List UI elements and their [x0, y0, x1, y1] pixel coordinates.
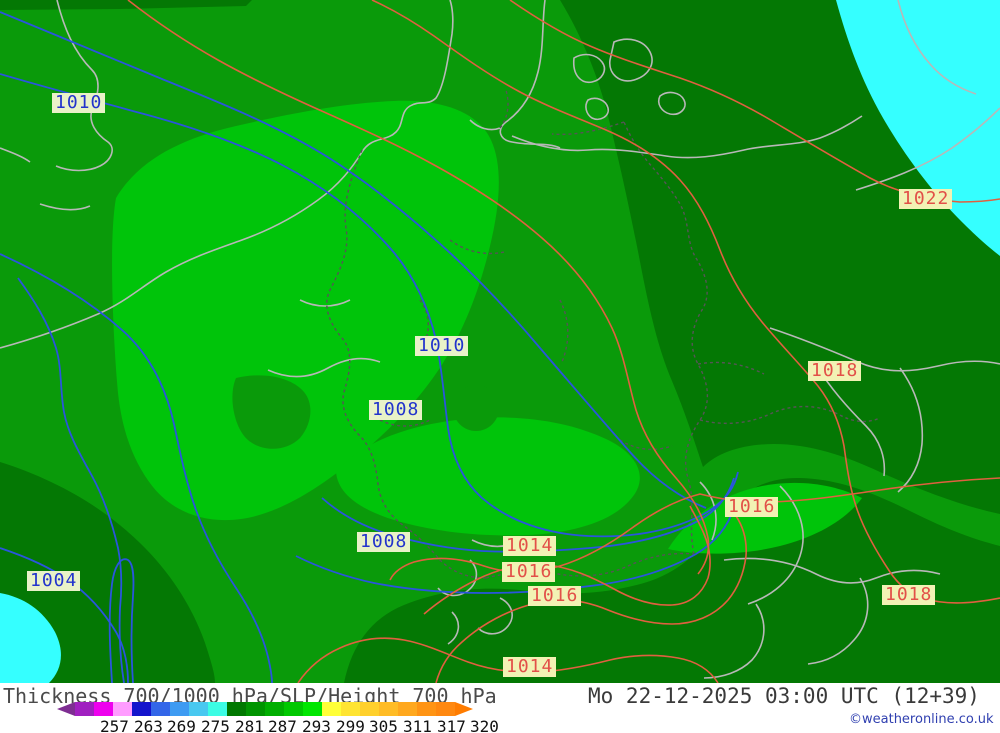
pressure-label: 1018	[882, 585, 936, 605]
legend-tick: 305	[369, 717, 398, 733]
pressure-label: 1010	[52, 93, 106, 113]
weather-map-svg	[0, 0, 1000, 683]
legend-tick: 257	[100, 717, 129, 733]
pressure-label: 1014	[503, 536, 557, 556]
sea-fill	[0, 0, 1000, 683]
legend-color-cell	[170, 702, 189, 716]
legend-tick: 299	[336, 717, 365, 733]
legend-arrow-left	[57, 702, 75, 716]
legend-color-cell	[303, 702, 322, 716]
legend-color-cell	[246, 702, 265, 716]
legend-tick: 317	[437, 717, 466, 733]
legend-color-cell	[265, 702, 284, 716]
footer-bar: Thickness 700/1000 hPa/SLP/Height 700 hP…	[0, 683, 1000, 733]
pressure-label: 1016	[502, 562, 556, 582]
pressure-label: 1004	[27, 571, 81, 591]
coastline-layer	[0, 0, 1000, 679]
legend-tick: 311	[403, 717, 432, 733]
legend-tick: 275	[201, 717, 230, 733]
pressure-label: 1016	[725, 497, 779, 517]
legend-color-cell	[113, 702, 132, 716]
legend-color-cell	[417, 702, 436, 716]
pressure-label: 1018	[808, 361, 862, 381]
legend-color-cell	[227, 702, 246, 716]
legend-colorbar	[57, 702, 473, 716]
pressure-label: 1022	[899, 189, 953, 209]
copyright-link[interactable]: ©weatheronline.co.uk	[849, 712, 994, 727]
pressure-label: 1014	[503, 657, 557, 677]
thickness-fill-bright	[112, 100, 862, 554]
legend-tick: 263	[134, 717, 163, 733]
legend-tick: 281	[235, 717, 264, 733]
thickness-fill-holes	[232, 375, 499, 449]
legend-color-cell	[379, 702, 398, 716]
legend-color-cell	[94, 702, 113, 716]
valid-datetime: Mo 22-12-2025 03:00 UTC (12+39)	[588, 684, 980, 708]
legend-arrow-right	[455, 702, 473, 716]
legend-color-cell	[284, 702, 303, 716]
legend-tick: 320	[470, 717, 499, 733]
legend-color-cell	[360, 702, 379, 716]
legend-color-cell	[151, 702, 170, 716]
legend-color-cell	[208, 702, 227, 716]
legend-color-cell	[398, 702, 417, 716]
red-isobar-lines	[127, 0, 1000, 683]
legend-color-cell	[322, 702, 341, 716]
legend-color-cell	[341, 702, 360, 716]
legend-color-cell	[132, 702, 151, 716]
legend-tick: 293	[302, 717, 331, 733]
pressure-label: 1008	[369, 400, 423, 420]
legend-color-cell	[189, 702, 208, 716]
pressure-label: 1008	[357, 532, 411, 552]
legend-color-cell	[436, 702, 455, 716]
map-canvas: 1010 1010 1008 1008 1004 1022 1018 1016 …	[0, 0, 1000, 683]
pressure-label: 1016	[528, 586, 582, 606]
legend-tick: 269	[167, 717, 196, 733]
legend-tick: 287	[268, 717, 297, 733]
pressure-label: 1010	[415, 336, 469, 356]
legend-color-cell	[75, 702, 94, 716]
